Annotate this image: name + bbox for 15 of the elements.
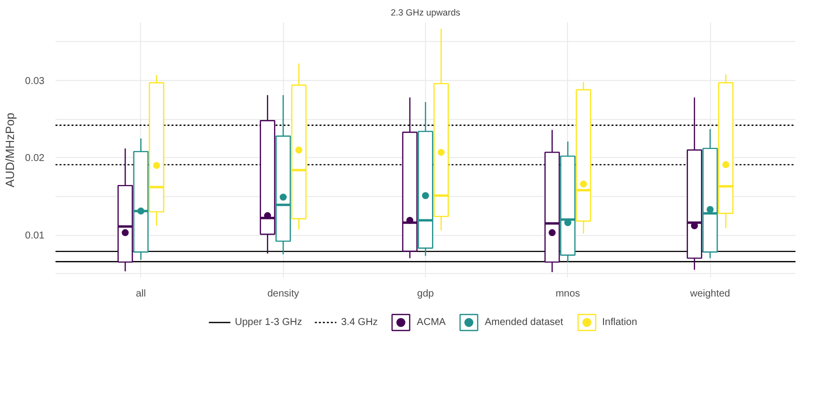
y-axis-title: AUD/MHzPop (3, 112, 18, 188)
legend-label: ACMA (416, 316, 446, 328)
legend-label: Upper 1-3 GHz (234, 316, 302, 328)
y-tick-label: 0.01 (25, 230, 45, 242)
chart-title: 2.3 GHz upwards (390, 8, 461, 18)
y-tick-label: 0.02 (25, 153, 45, 164)
x-tick-label: all (136, 288, 146, 300)
x-tick-label: weighted (689, 288, 730, 300)
legend-label: Amended dataset (484, 316, 564, 328)
y-tick-label: 0.03 (25, 76, 45, 87)
legend-label: 3.4 GHz (341, 316, 378, 328)
legend-label: Inflation (602, 316, 638, 328)
x-tick-label: gdp (417, 288, 434, 300)
x-tick-label: density (267, 288, 300, 300)
x-tick-label: mnos (556, 288, 580, 300)
